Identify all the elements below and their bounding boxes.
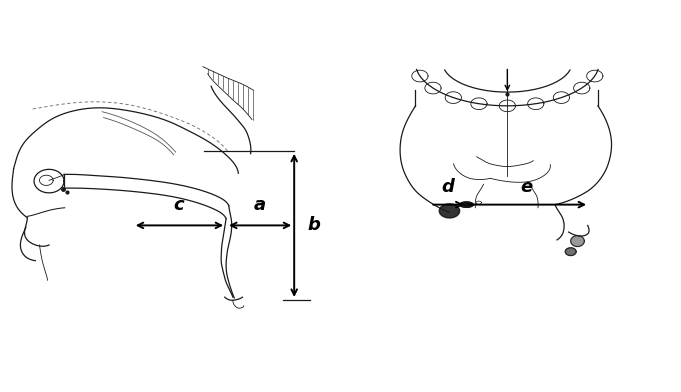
Polygon shape (565, 248, 576, 256)
Polygon shape (571, 236, 584, 247)
Polygon shape (439, 204, 460, 218)
Text: b: b (308, 216, 321, 234)
Text: c: c (174, 196, 185, 214)
Text: a: a (254, 196, 266, 214)
Polygon shape (460, 202, 473, 207)
Text: e: e (520, 178, 533, 196)
Text: d: d (441, 178, 454, 196)
